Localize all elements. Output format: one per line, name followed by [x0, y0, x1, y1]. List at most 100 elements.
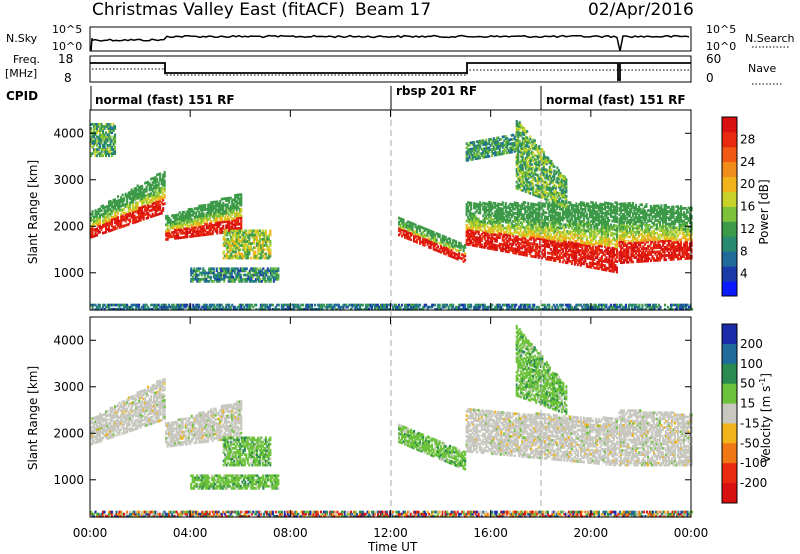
data-cell — [160, 197, 163, 200]
data-cell — [530, 219, 533, 222]
data-cell — [570, 249, 573, 253]
data-cell — [231, 211, 234, 214]
data-cell — [217, 223, 220, 226]
data-cell — [114, 202, 117, 206]
data-cell — [600, 226, 603, 229]
data-cell — [190, 214, 193, 217]
data-cell — [572, 250, 575, 253]
data-cell — [159, 199, 162, 203]
data-cell — [621, 252, 624, 256]
data-cell — [545, 230, 548, 234]
data-cell — [402, 231, 405, 234]
data-cell — [204, 204, 207, 207]
data-cell — [452, 255, 455, 259]
data-cell — [515, 229, 518, 232]
data-cell — [578, 253, 581, 256]
data-cell — [531, 213, 534, 216]
data-cell — [557, 230, 560, 234]
data-cell — [232, 204, 235, 208]
data-cell — [557, 222, 560, 225]
data-cell — [534, 226, 537, 229]
data-cell — [528, 221, 531, 224]
data-cell — [596, 260, 599, 264]
data-cell — [474, 223, 477, 227]
data-cell — [97, 224, 100, 228]
data-cell — [196, 275, 199, 279]
data-cell — [402, 227, 405, 230]
data-cell — [512, 247, 515, 250]
data-cell — [189, 235, 192, 238]
data-cell — [214, 217, 217, 220]
data-cell — [570, 251, 573, 255]
data-cell — [186, 235, 189, 239]
data-cell — [261, 254, 264, 258]
data-cell — [411, 228, 414, 232]
data-cell — [624, 235, 627, 239]
data-cell — [594, 214, 597, 218]
data-cell — [608, 237, 611, 241]
data-cell — [560, 216, 563, 220]
data-cell — [254, 252, 257, 256]
data-cell — [507, 231, 510, 235]
power-cells — [90, 120, 694, 311]
data-cell — [528, 216, 531, 220]
data-cell — [611, 228, 614, 231]
data-cell — [512, 241, 515, 244]
data-cell — [258, 252, 261, 256]
data-cell — [251, 242, 254, 245]
data-cell — [461, 253, 464, 256]
data-cell — [611, 257, 614, 260]
data-cell — [196, 230, 199, 233]
data-cell — [103, 216, 106, 220]
data-cell — [573, 216, 576, 220]
data-cell — [596, 252, 599, 256]
data-cell — [579, 201, 582, 204]
data-cell — [213, 225, 216, 229]
data-cell — [223, 210, 226, 213]
data-cell — [485, 210, 488, 214]
data-cell — [223, 273, 226, 277]
data-cell — [491, 235, 494, 238]
data-cell — [494, 212, 497, 216]
data-cell — [91, 133, 94, 137]
data-cell — [560, 235, 563, 238]
data-cell — [551, 237, 554, 241]
data-cell — [570, 254, 573, 257]
data-cell — [234, 246, 237, 249]
data-cell — [504, 208, 507, 211]
data-cell — [534, 251, 537, 255]
data-cell — [570, 222, 573, 226]
data-cell — [90, 135, 93, 139]
data-cell — [431, 234, 434, 238]
data-cell — [264, 237, 267, 241]
data-cell — [193, 234, 196, 238]
data-cell — [600, 251, 603, 254]
data-cell — [622, 252, 625, 256]
data-cell — [114, 137, 117, 141]
data-cell — [211, 205, 214, 208]
data-cell — [561, 216, 564, 220]
data-cell — [536, 218, 539, 221]
data-cell — [132, 190, 135, 193]
data-cell — [136, 188, 139, 192]
data-cell — [555, 217, 558, 221]
data-cell — [163, 194, 166, 197]
data-cell — [543, 238, 546, 242]
data-cell — [138, 188, 141, 191]
data-cell — [593, 220, 596, 224]
data-cell — [570, 235, 573, 238]
data-cell — [627, 214, 630, 218]
data-cell — [569, 211, 572, 215]
data-cell — [485, 223, 488, 227]
data-cell — [495, 229, 498, 233]
data-cell — [230, 254, 233, 258]
data-cell — [512, 211, 515, 215]
data-cell — [567, 240, 570, 244]
data-cell — [196, 215, 199, 219]
data-cell — [476, 209, 479, 212]
data-cell — [622, 217, 625, 220]
data-cell — [108, 127, 111, 130]
data-cell — [235, 221, 238, 224]
data-cell — [196, 228, 199, 231]
data-cell — [581, 243, 584, 246]
